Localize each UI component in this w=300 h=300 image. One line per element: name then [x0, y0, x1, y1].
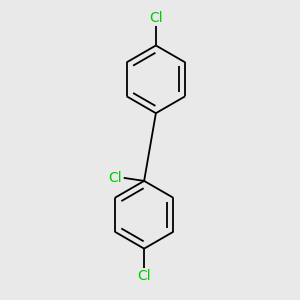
Text: Cl: Cl [149, 11, 163, 26]
Text: Cl: Cl [137, 269, 151, 283]
Text: Cl: Cl [109, 171, 122, 185]
